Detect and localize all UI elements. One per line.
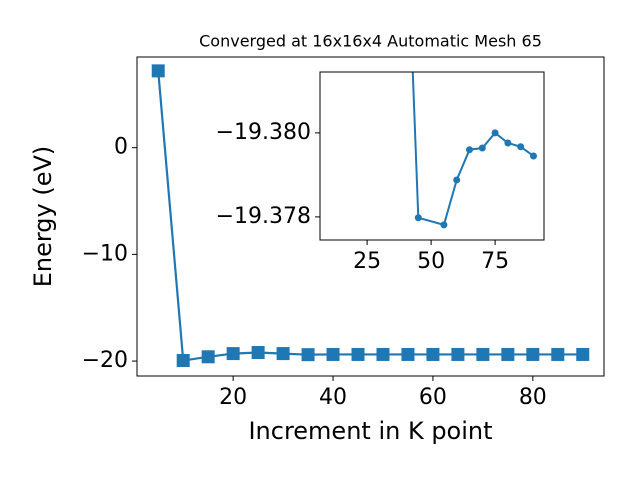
marker xyxy=(517,143,525,151)
marker xyxy=(376,347,390,361)
x-tick-label: 80 xyxy=(519,385,547,410)
y-tick-label: −10 xyxy=(82,241,128,266)
x-tick-label: 25 xyxy=(353,249,381,274)
marker xyxy=(451,347,465,361)
axes-frame xyxy=(319,71,545,241)
marker xyxy=(201,350,215,364)
marker xyxy=(276,347,290,361)
marker xyxy=(476,347,490,361)
y-tick-label: −20 xyxy=(82,348,128,373)
x-tick-label: 40 xyxy=(319,385,347,410)
marker xyxy=(491,129,499,137)
x-tick-label: 20 xyxy=(219,385,247,410)
marker xyxy=(576,347,590,361)
plot-area xyxy=(320,72,544,240)
marker xyxy=(504,139,512,147)
marker xyxy=(326,347,340,361)
plot-clip xyxy=(411,72,538,229)
y-axis-label: Energy (eV) xyxy=(29,146,57,288)
marker xyxy=(478,144,486,152)
marker xyxy=(453,176,461,184)
y-tick-label: −19.378 xyxy=(216,204,311,229)
marker xyxy=(151,64,165,78)
marker xyxy=(530,152,538,160)
x-axis-label: Increment in K point xyxy=(248,417,492,445)
marker xyxy=(351,347,365,361)
marker xyxy=(176,354,190,368)
x-tick-label: 60 xyxy=(419,385,447,410)
marker xyxy=(226,347,240,361)
marker xyxy=(440,221,448,229)
y-tick-label: −19.380 xyxy=(216,120,311,145)
marker xyxy=(414,214,422,222)
marker xyxy=(526,347,540,361)
plot-clip xyxy=(151,64,590,368)
y-tick-label: 0 xyxy=(114,135,128,160)
chart-title: Converged at 16x16x4 Automatic Mesh 65 xyxy=(199,32,542,51)
marker xyxy=(426,347,440,361)
marker xyxy=(401,347,415,361)
x-tick-label: 75 xyxy=(481,249,509,274)
marker xyxy=(251,346,265,360)
marker xyxy=(551,347,565,361)
series-line xyxy=(411,72,535,227)
axes-frame xyxy=(136,56,605,377)
x-tick-label: 50 xyxy=(417,249,445,274)
marker xyxy=(501,347,515,361)
marker xyxy=(301,348,315,362)
marker xyxy=(466,146,474,154)
